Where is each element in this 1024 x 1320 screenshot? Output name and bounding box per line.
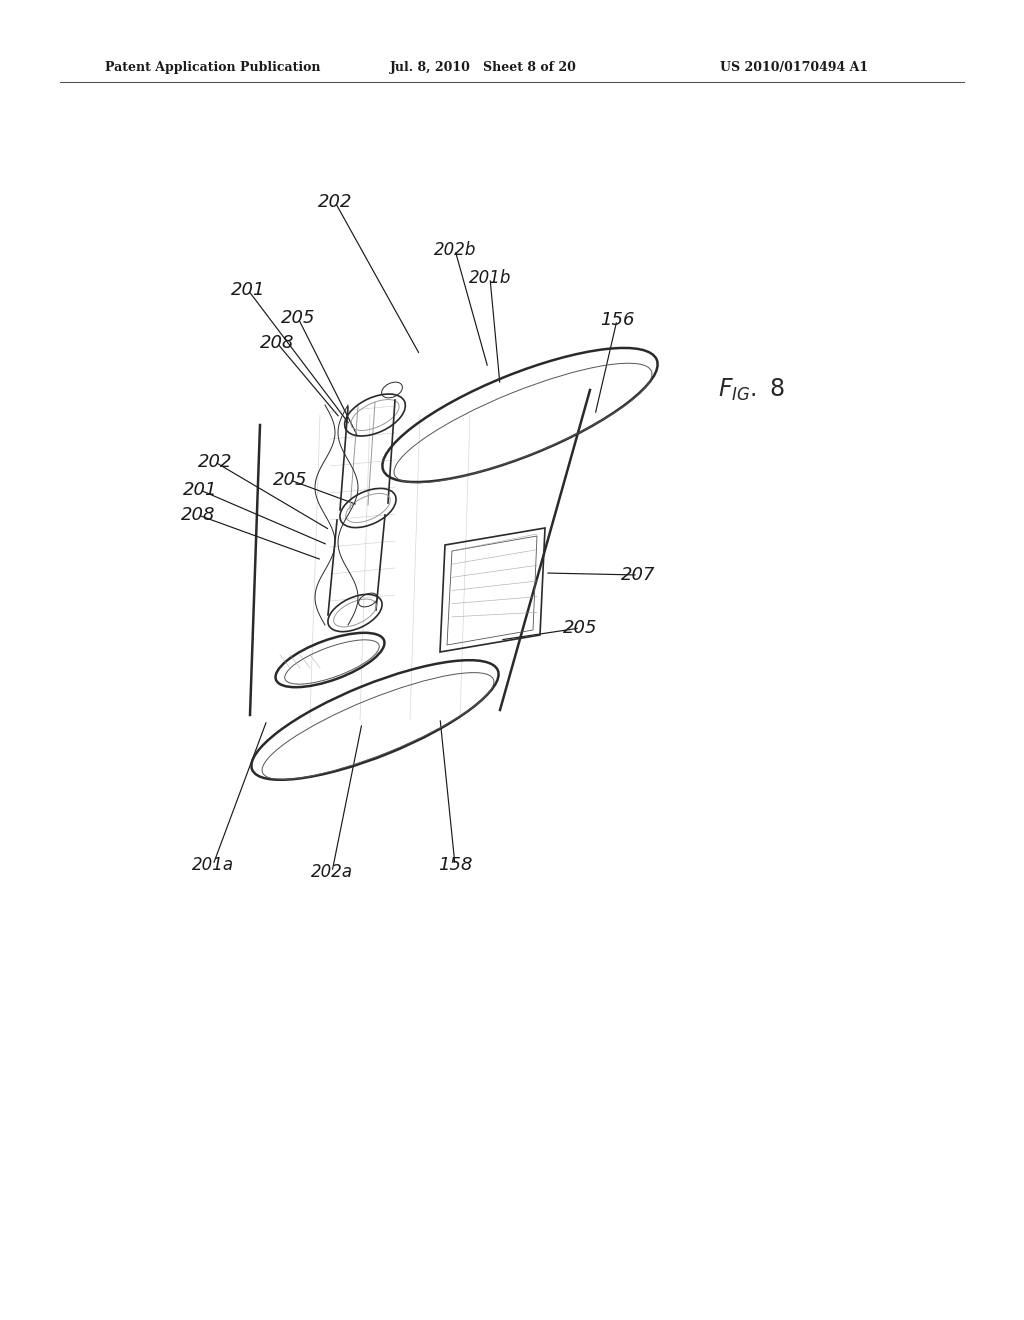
Text: 201b: 201b: [469, 269, 511, 286]
Text: 201: 201: [230, 281, 265, 300]
Text: 205: 205: [272, 471, 307, 488]
Text: US 2010/0170494 A1: US 2010/0170494 A1: [720, 62, 868, 74]
Text: 202: 202: [198, 453, 232, 471]
Text: 201: 201: [182, 480, 217, 499]
Text: 202a: 202a: [311, 863, 353, 880]
Text: 202b: 202b: [434, 242, 476, 259]
Text: 156: 156: [600, 312, 634, 329]
Text: 205: 205: [563, 619, 597, 638]
Text: 201a: 201a: [191, 855, 234, 874]
Text: 205: 205: [281, 309, 315, 327]
Text: 158: 158: [437, 855, 472, 874]
Text: $\it{F_{IG}.\ 8}$: $\it{F_{IG}.\ 8}$: [718, 378, 785, 403]
Text: 207: 207: [621, 566, 655, 583]
Text: 208: 208: [260, 334, 294, 352]
Text: Jul. 8, 2010   Sheet 8 of 20: Jul. 8, 2010 Sheet 8 of 20: [390, 62, 577, 74]
Text: 202: 202: [317, 193, 352, 211]
Text: 208: 208: [181, 506, 215, 524]
Text: Patent Application Publication: Patent Application Publication: [105, 62, 321, 74]
